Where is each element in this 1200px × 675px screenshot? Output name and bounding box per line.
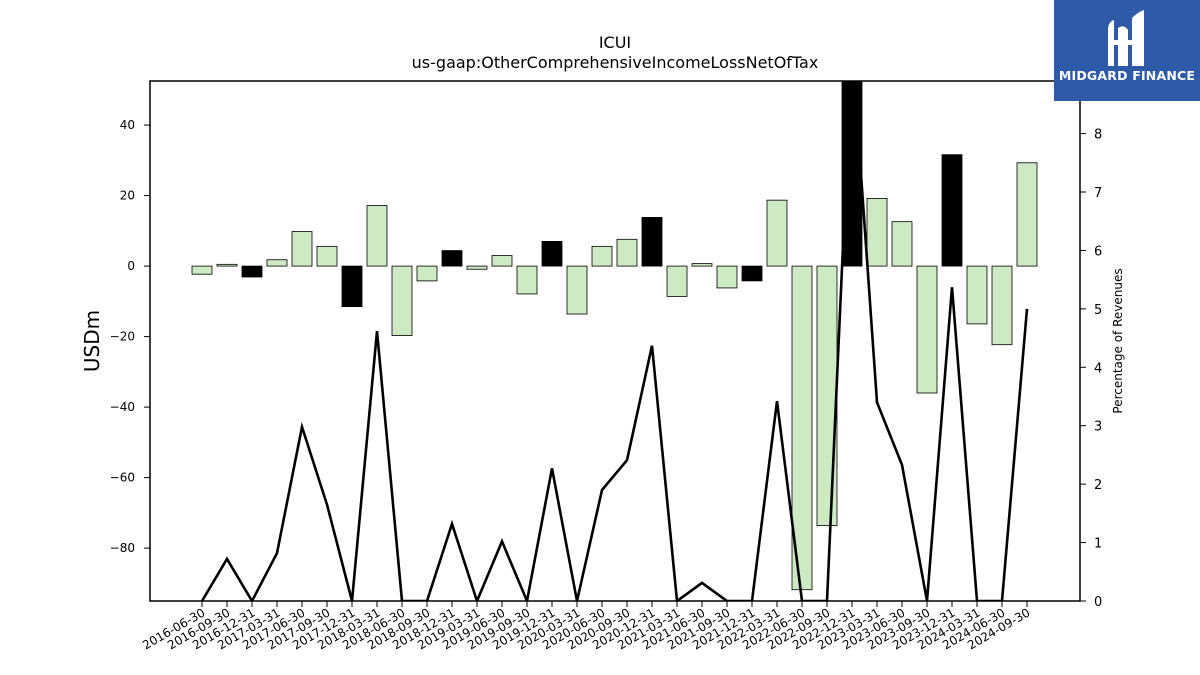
bar	[441, 250, 463, 267]
bar	[916, 265, 938, 394]
bar	[491, 255, 513, 267]
bar	[416, 265, 438, 282]
chart-title: ICUI	[599, 33, 631, 52]
y2-tick-label: 8	[1094, 128, 1102, 143]
y-tick-label: 0	[127, 259, 135, 273]
bar-group	[191, 80, 1038, 591]
y2-tick-label: 1	[1094, 537, 1102, 552]
bar	[566, 265, 588, 315]
bar	[641, 217, 663, 267]
bar	[191, 265, 213, 275]
bar	[891, 221, 913, 267]
y-tick-label: −60	[110, 471, 135, 485]
y2-tick-label: 7	[1094, 186, 1102, 201]
bar	[241, 265, 263, 278]
y2-tick-label: 0	[1094, 595, 1102, 610]
y2-tick-label: 6	[1094, 244, 1102, 259]
bar	[516, 265, 538, 295]
bar	[541, 241, 563, 267]
bar	[466, 265, 488, 270]
y-tick-label: −80	[110, 541, 135, 555]
bar	[666, 265, 688, 297]
bar	[616, 238, 638, 267]
y2-axis-label: Percentage of Revenues	[1111, 268, 1125, 413]
y2-tick-label: 2	[1094, 478, 1102, 493]
bar	[391, 265, 413, 336]
line-layer	[200, 81, 1029, 601]
y-axis-right: 0 1 2 3 4 5 6 7 8	[1080, 128, 1102, 610]
y-tick-label: 40	[120, 118, 135, 132]
y2-tick-label: 5	[1094, 303, 1102, 318]
brand-name: MIDGARD FINANCE	[1058, 68, 1196, 83]
bar	[766, 199, 788, 267]
bar	[866, 197, 888, 267]
bar	[941, 154, 963, 267]
y2-tick-label: 4	[1094, 361, 1102, 376]
midgard-logo-icon	[1108, 10, 1144, 66]
y-tick-label: 20	[120, 189, 135, 203]
bar	[741, 265, 763, 282]
bar	[791, 265, 813, 591]
bar	[591, 245, 613, 267]
y-axis-label: USDm	[80, 310, 104, 372]
y2-tick-label: 3	[1094, 420, 1102, 435]
plot-frame	[149, 80, 1081, 602]
bar	[366, 205, 388, 267]
bar	[991, 265, 1013, 346]
y-tick-label: −40	[110, 400, 135, 414]
bar	[816, 265, 838, 526]
chart-subtitle: us-gaap:OtherComprehensiveIncomeLossNetO…	[412, 53, 819, 72]
percentage-line	[200, 81, 1029, 601]
bar	[341, 265, 363, 308]
bar	[216, 263, 238, 267]
bar	[316, 245, 338, 267]
x-axis: 2016-06-302016-09-302016-12-312017-03-31…	[140, 601, 1033, 652]
y-tick-label: −20	[110, 330, 135, 344]
bar	[966, 265, 988, 325]
bar	[266, 259, 288, 267]
y-axis-left: 40 20 0 −20 −40 −60 −80	[110, 118, 150, 555]
bar	[691, 263, 713, 267]
bar	[1016, 162, 1038, 267]
brand-badge: MIDGARD FINANCE	[1054, 0, 1200, 101]
bar	[291, 231, 313, 267]
bar	[716, 265, 738, 289]
